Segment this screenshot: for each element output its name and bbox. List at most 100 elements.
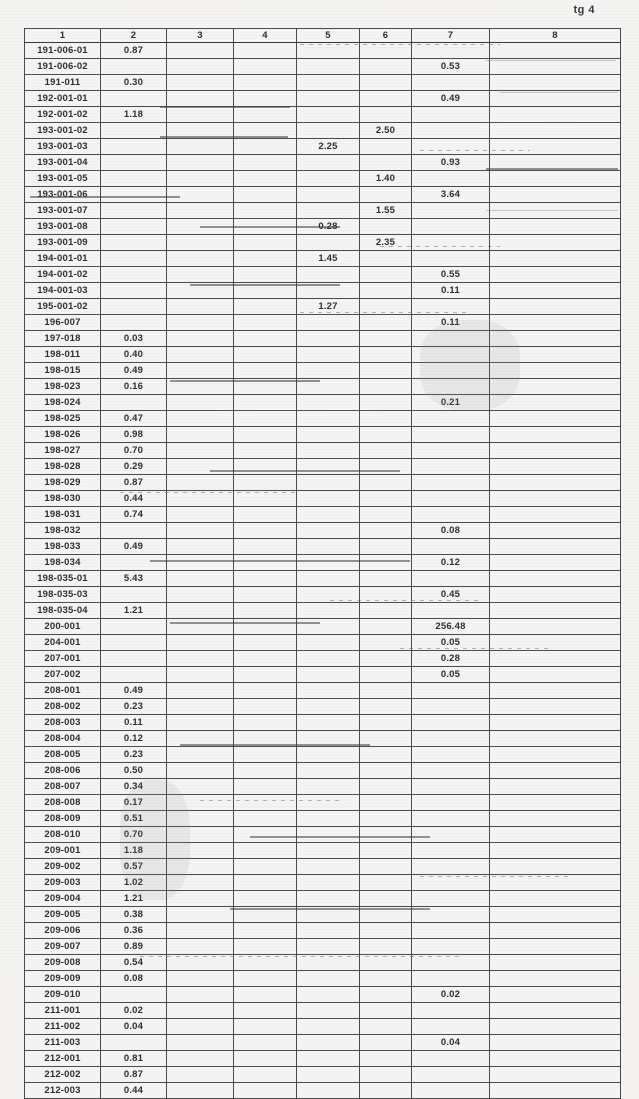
row-value-cell-2: 5.43 — [100, 570, 167, 587]
row-value-cell-3 — [166, 250, 234, 267]
row-value-cell-3 — [166, 42, 234, 59]
table-row: 198-027 0.70 — [24, 442, 621, 459]
table-row: 197-018 0.03 — [24, 330, 621, 347]
row-value-cell-5 — [296, 1034, 360, 1051]
row-value-cell-3 — [166, 762, 234, 779]
row-value-cell-3 — [166, 186, 234, 203]
row-value-cell-7: 0.93 — [411, 154, 490, 171]
row-value-cell-4 — [233, 730, 297, 747]
row-value-cell-4 — [233, 426, 297, 443]
row-value-cell-6 — [359, 490, 412, 507]
row-code-cell: 198-030 — [24, 490, 101, 507]
row-value-cell-2 — [100, 618, 167, 635]
row-value-cell-2: 0.74 — [100, 506, 167, 523]
row-value-cell-7: 0.08 — [411, 522, 490, 539]
row-value-cell-5 — [296, 730, 360, 747]
row-value-cell-5: 1.27 — [296, 298, 360, 315]
row-value-cell-4 — [233, 394, 297, 411]
row-value-cell-3 — [166, 138, 234, 155]
table-row: 209-006 0.36 — [24, 922, 621, 939]
row-value-cell-3 — [166, 58, 234, 75]
row-value-cell-8 — [489, 266, 621, 283]
row-value-cell-4 — [233, 170, 297, 187]
row-value-cell-3 — [166, 970, 234, 987]
table-row: 198-026 0.98 — [24, 426, 621, 443]
row-value-cell-3 — [166, 826, 234, 843]
table-row: 209-004 1.21 — [24, 890, 621, 907]
row-value-cell-7: 0.02 — [411, 986, 490, 1003]
row-value-cell-2: 0.36 — [100, 922, 167, 939]
row-value-cell-7: 0.28 — [411, 650, 490, 667]
row-value-cell-2: 0.50 — [100, 762, 167, 779]
row-value-cell-8 — [489, 618, 621, 635]
row-value-cell-5: 0.28 — [296, 218, 360, 235]
table-row: 194-001-03 0.11 — [24, 282, 621, 299]
row-code-cell: 204-001 — [24, 634, 101, 651]
row-value-cell-4 — [233, 762, 297, 779]
row-value-cell-2: 0.29 — [100, 458, 167, 475]
row-value-cell-8 — [489, 314, 621, 331]
row-value-cell-6 — [359, 266, 412, 283]
row-value-cell-5 — [296, 266, 360, 283]
row-value-cell-7 — [411, 842, 490, 859]
row-value-cell-5 — [296, 346, 360, 363]
row-code-cell: 198-035-01 — [24, 570, 101, 587]
row-value-cell-5 — [296, 522, 360, 539]
row-value-cell-6 — [359, 714, 412, 731]
row-value-cell-3 — [166, 234, 234, 251]
table-row: 193-001-07 1.55 — [24, 202, 621, 219]
table-row: 209-010 0.02 — [24, 986, 621, 1003]
table-row: 198-025 0.47 — [24, 410, 621, 427]
table-row: 204-001 0.05 — [24, 634, 621, 651]
row-value-cell-2: 0.38 — [100, 906, 167, 923]
row-value-cell-4 — [233, 282, 297, 299]
row-value-cell-2: 0.81 — [100, 1050, 167, 1067]
row-value-cell-7: 0.12 — [411, 554, 490, 571]
row-value-cell-5 — [296, 666, 360, 683]
row-value-cell-4 — [233, 234, 297, 251]
table-row: 193-001-09 2.35 — [24, 234, 621, 251]
row-value-cell-5 — [296, 938, 360, 955]
row-value-cell-8 — [489, 74, 621, 91]
row-value-cell-6 — [359, 282, 412, 299]
table-row: 209-007 0.89 — [24, 938, 621, 955]
row-value-cell-3 — [166, 778, 234, 795]
row-code-cell: 198-029 — [24, 474, 101, 491]
row-value-cell-2: 0.70 — [100, 826, 167, 843]
row-value-cell-4 — [233, 602, 297, 619]
row-code-cell: 192-001-02 — [24, 106, 101, 123]
row-value-cell-4 — [233, 298, 297, 315]
row-value-cell-2 — [100, 282, 167, 299]
row-value-cell-5 — [296, 186, 360, 203]
row-value-cell-6 — [359, 698, 412, 715]
row-value-cell-8 — [489, 458, 621, 475]
row-value-cell-7 — [411, 474, 490, 491]
row-value-cell-2: 0.04 — [100, 1018, 167, 1035]
row-value-cell-7 — [411, 170, 490, 187]
row-value-cell-7 — [411, 138, 490, 155]
row-value-cell-6 — [359, 394, 412, 411]
row-value-cell-8 — [489, 922, 621, 939]
row-value-cell-8 — [489, 1002, 621, 1019]
page-folio-label: tg 4 — [573, 4, 595, 16]
row-value-cell-7 — [411, 458, 490, 475]
table-row: 198-023 0.16 — [24, 378, 621, 395]
table-row: 193-001-08 0.28 — [24, 218, 621, 235]
row-value-cell-5 — [296, 714, 360, 731]
row-code-cell: 208-001 — [24, 682, 101, 699]
table-row: 209-002 0.57 — [24, 858, 621, 875]
row-code-cell: 208-002 — [24, 698, 101, 715]
row-value-cell-3 — [166, 794, 234, 811]
row-value-cell-2: 0.87 — [100, 474, 167, 491]
table-row: 198-029 0.87 — [24, 474, 621, 491]
row-value-cell-4 — [233, 202, 297, 219]
row-code-cell: 208-004 — [24, 730, 101, 747]
row-value-cell-7 — [411, 330, 490, 347]
row-value-cell-5 — [296, 490, 360, 507]
row-value-cell-6 — [359, 730, 412, 747]
row-value-cell-4 — [233, 122, 297, 139]
row-value-cell-5 — [296, 170, 360, 187]
table-row: 198-035-03 0.45 — [24, 586, 621, 603]
row-value-cell-2: 0.12 — [100, 730, 167, 747]
